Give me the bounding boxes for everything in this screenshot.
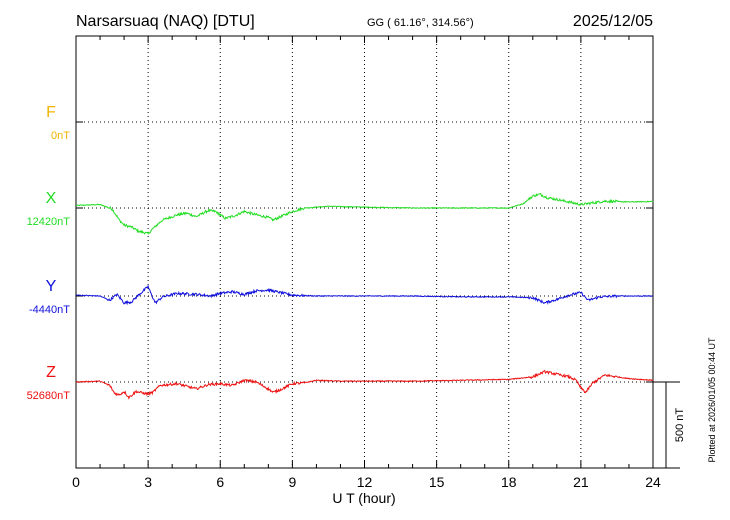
series-group xyxy=(75,193,654,400)
series-line-y xyxy=(76,284,654,306)
series-name-y: Y xyxy=(46,278,57,295)
station-title: Narsarsuaq (NAQ) [DTU] xyxy=(76,13,255,30)
date-label: 2025/12/05 xyxy=(573,13,653,30)
series-baseline-x: 12420nT xyxy=(27,216,71,228)
x-tick-label: 21 xyxy=(573,474,589,490)
x-axis: 0 3 6 9 12 15 18 21 24 xyxy=(72,36,661,490)
x-tick-label: 18 xyxy=(501,474,517,490)
series-baseline-y: -4440nT xyxy=(29,304,70,316)
series-name-z: Z xyxy=(46,364,56,381)
x-tick-label: 3 xyxy=(144,474,152,490)
plotted-timestamp: Plotted at 2026/01/05 00:44 UT xyxy=(707,337,717,463)
series-line-x xyxy=(75,193,654,235)
x-tick-label: 6 xyxy=(216,474,224,490)
x-tick-label: 24 xyxy=(645,474,661,490)
series-baseline-f: 0nT xyxy=(51,130,70,142)
x-tick-label: 12 xyxy=(357,474,373,490)
series-baseline-z: 52680nT xyxy=(27,390,71,402)
series-line-z xyxy=(75,369,654,400)
x-tick-label: 0 xyxy=(72,474,80,490)
series-name-x: X xyxy=(46,190,57,207)
series-labels: F 0nT X 12420nT Y -4440nT Z 52680nT xyxy=(27,104,71,402)
x-tick-label: 15 xyxy=(429,474,445,490)
scale-bar: 500 nT xyxy=(653,381,686,469)
x-tick-label: 9 xyxy=(288,474,296,490)
grid xyxy=(76,36,653,468)
x-axis-label: U T (hour) xyxy=(332,490,395,506)
coordinates-label: GG ( 61.16°, 314.56°) xyxy=(367,17,474,29)
scale-bar-label: 500 nT xyxy=(674,408,686,443)
series-name-f: F xyxy=(46,104,56,121)
